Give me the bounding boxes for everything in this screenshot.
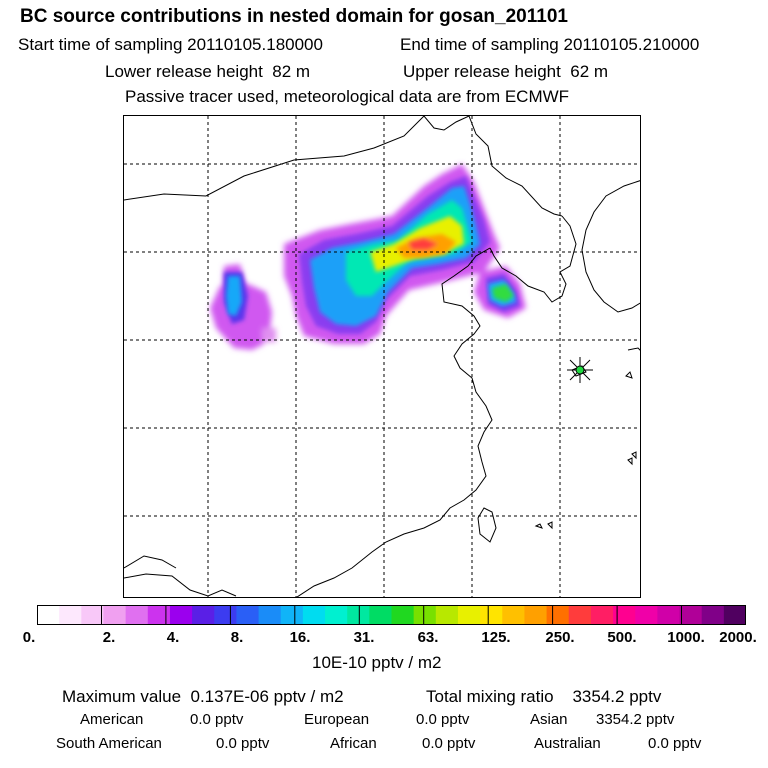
colorbar-label: 1000. (667, 629, 705, 646)
colorbar-cells (37, 605, 746, 625)
colorbar-cell (169, 605, 193, 625)
region-value: 3354.2 pptv (596, 711, 675, 728)
region-name: European (304, 711, 370, 728)
region-value: 0.0 pptv (190, 711, 244, 728)
colorbar-cell (679, 605, 703, 625)
colorbar-cell (657, 605, 681, 625)
upper-height-value: 62 m (570, 62, 609, 81)
colorbar-label: 2000. (719, 629, 757, 646)
colorbar-cell (81, 605, 105, 625)
colorbar-cell (103, 605, 127, 625)
colorbar-cell (723, 605, 746, 625)
coastlines (124, 116, 640, 597)
lower-height-value: 82 m (272, 62, 311, 81)
colorbar-cell (413, 605, 437, 625)
plume-orange-red (396, 234, 456, 258)
region-value: 0.0 pptv (422, 735, 476, 752)
colorbar-cell (391, 605, 415, 625)
upper-height-line: Upper release height 62 m (403, 62, 608, 82)
colorbar-cell (236, 605, 260, 625)
small-island (547, 521, 553, 530)
colorbar-label: 250. (545, 629, 575, 646)
region-value: 0.0 pptv (216, 735, 270, 752)
colorbar-cell (325, 605, 348, 625)
start-time-line: Start time of sampling 20110105.180000 (18, 35, 323, 55)
colorbar-cell (125, 605, 149, 625)
receptor-star-icon (567, 357, 593, 383)
taiwan-outline (477, 507, 497, 543)
colorbar-cell (502, 605, 526, 625)
colorbar-cell (147, 605, 171, 625)
map-svg (124, 116, 640, 597)
small-island (631, 451, 637, 460)
colorbar-cell (524, 605, 548, 625)
colorbar-cell (347, 605, 370, 625)
region-name: American (80, 711, 144, 728)
colorbar-cell (59, 605, 82, 625)
map-panel (123, 115, 641, 598)
total-mixing-label: Total mixing ratio (426, 687, 554, 706)
colorbar-label: 8. (230, 629, 244, 646)
colorbar-units: 10E-10 pptv / m2 (312, 653, 442, 672)
lower-height-label: Lower release height (105, 62, 263, 81)
colorbar-cell (701, 605, 725, 625)
max-value-line: Maximum value 0.137E-06 pptv / m2 (62, 687, 344, 707)
colorbar (37, 605, 746, 625)
colorbar-label: 16. (289, 629, 311, 646)
small-island (627, 457, 633, 466)
lower-height-line: Lower release height 82 m (105, 62, 310, 82)
colorbar-cell (590, 605, 614, 625)
colorbar-label: 0. (22, 629, 36, 646)
max-value-label: Maximum value (62, 687, 182, 706)
region-value: 0.0 pptv (416, 711, 470, 728)
small-island (534, 523, 543, 529)
colorbar-cell (568, 605, 592, 625)
colorbar-cell (37, 605, 60, 625)
colorbar-cell (258, 605, 282, 625)
start-time-value: 20110105.180000 (187, 35, 323, 54)
colorbar-cell (280, 605, 304, 625)
colorbar-cell (480, 605, 503, 625)
colorbar-label: 2. (102, 629, 116, 646)
colorbar-cell (369, 605, 393, 625)
tracer-note: Passive tracer used, meteorological data… (125, 87, 570, 106)
start-time-label: Start time of sampling (18, 35, 183, 54)
grid-lines (124, 116, 640, 597)
small-island (625, 371, 633, 379)
upper-height-label: Upper release height (403, 62, 561, 81)
colorbar-cell (302, 605, 326, 625)
colorbar-ticks (101, 605, 682, 625)
concentration-field (210, 164, 526, 350)
region-name: Australian (534, 735, 601, 752)
colorbar-label: 125. (481, 629, 511, 646)
plot-title: BC source contributions in nested domain… (20, 6, 568, 27)
colorbar-cell (613, 605, 636, 625)
total-mixing-line: Total mixing ratio 3354.2 pptv (426, 687, 661, 707)
colorbar-cell (546, 605, 570, 625)
colorbar-label: 4. (166, 629, 180, 646)
colorbar-label: 63. (417, 629, 439, 646)
end-time-value: 20110105.210000 (563, 35, 700, 54)
colorbar-label: 500. (607, 629, 637, 646)
region-name: South American (56, 735, 162, 752)
max-value: 0.137E-06 pptv / m2 (190, 687, 344, 706)
region-name: Asian (530, 711, 568, 728)
colorbar-cell (457, 605, 481, 625)
colorbar-label: 31. (353, 629, 375, 646)
region-value: 0.0 pptv (648, 735, 702, 752)
total-mixing-value: 3354.2 pptv (572, 687, 662, 706)
colorbar-cell (214, 605, 238, 625)
end-time-line: End time of sampling 20110105.210000 (400, 35, 699, 55)
region-name: African (330, 735, 377, 752)
colorbar-cell (192, 605, 215, 625)
colorbar-cell (435, 605, 459, 625)
colorbar-cell (635, 605, 658, 625)
end-time-label: End time of sampling (400, 35, 559, 54)
